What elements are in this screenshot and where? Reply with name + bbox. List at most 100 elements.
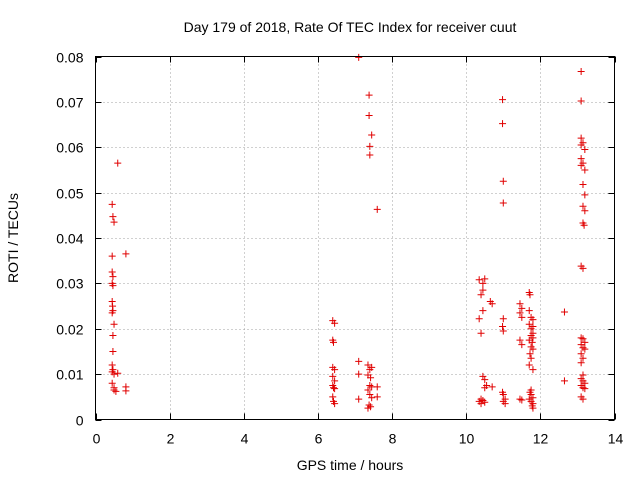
data-point	[579, 264, 587, 272]
data-point	[365, 401, 373, 409]
data-point	[367, 374, 375, 382]
data-point	[355, 395, 363, 403]
data-point	[329, 372, 337, 380]
data-point	[579, 354, 587, 362]
data-point	[109, 282, 117, 290]
data-point	[364, 386, 372, 394]
data-point	[579, 180, 587, 188]
x-tick-label: 6	[315, 431, 323, 447]
data-point	[529, 404, 537, 412]
data-point	[526, 350, 534, 358]
y-tick-label: 0.04	[56, 231, 83, 247]
data-point	[488, 300, 496, 308]
data-point	[355, 357, 363, 365]
data-point	[577, 334, 585, 342]
data-point	[499, 322, 507, 330]
data-points	[108, 53, 589, 412]
data-point	[110, 370, 118, 378]
y-tick-label: 0.06	[56, 140, 83, 156]
data-point	[329, 384, 337, 392]
data-point	[110, 218, 118, 226]
data-point	[579, 335, 587, 343]
x-tick-label: 2	[167, 431, 175, 447]
data-point	[526, 291, 534, 299]
data-point	[365, 111, 373, 119]
data-point	[581, 207, 589, 215]
data-point	[368, 131, 376, 139]
data-point	[373, 393, 381, 401]
data-point	[477, 291, 485, 299]
data-point	[481, 275, 489, 283]
data-point	[516, 300, 524, 308]
data-point	[525, 307, 533, 315]
data-point	[475, 315, 483, 323]
data-point	[499, 199, 507, 207]
x-tick-label: 8	[389, 431, 397, 447]
data-point	[477, 329, 485, 337]
data-point	[479, 396, 487, 404]
data-point	[331, 400, 339, 408]
x-tick-label: 10	[459, 431, 475, 447]
data-point	[112, 387, 120, 395]
data-point	[364, 361, 372, 369]
data-point	[368, 394, 376, 402]
data-point	[329, 393, 337, 401]
x-tick-label: 14	[608, 431, 624, 447]
data-point	[518, 304, 526, 312]
data-point	[499, 391, 507, 399]
data-point	[577, 97, 585, 105]
data-point	[579, 202, 587, 210]
data-point	[109, 273, 117, 281]
data-point	[122, 387, 130, 395]
y-tick-label: 0.07	[56, 95, 83, 111]
data-point	[577, 67, 585, 75]
data-point	[529, 345, 537, 353]
y-tick-labels: 0 0.01 0.02 0.03 0.04 0.05 0.06 0.07 0.08	[56, 50, 83, 429]
data-point	[366, 391, 374, 399]
data-point	[579, 395, 587, 403]
x-tick-label: 12	[533, 431, 549, 447]
data-point	[366, 151, 374, 159]
axis-ticks	[95, 56, 616, 421]
data-point	[518, 396, 526, 404]
data-point	[481, 376, 489, 384]
data-point	[499, 327, 507, 335]
y-tick-label: 0	[76, 413, 84, 429]
data-point	[516, 395, 524, 403]
data-point	[499, 315, 507, 323]
data-point	[499, 120, 507, 128]
data-point	[577, 359, 585, 367]
data-point	[527, 325, 535, 333]
data-point	[366, 366, 374, 374]
data-point	[110, 320, 118, 328]
x-tick-label: 4	[241, 431, 249, 447]
data-point	[479, 372, 487, 380]
data-point	[479, 307, 487, 315]
data-point	[529, 394, 537, 402]
data-point	[577, 350, 585, 358]
data-point	[114, 369, 122, 377]
data-point	[579, 371, 587, 379]
data-point	[108, 379, 116, 387]
data-point	[560, 377, 568, 385]
chart-title: Day 179 of 2018, Rate Of TEC Index for r…	[184, 19, 517, 35]
data-point	[581, 191, 589, 199]
data-point	[329, 338, 337, 346]
x-axis-label: GPS time / hours	[297, 457, 404, 473]
data-point	[365, 91, 373, 99]
data-point	[529, 316, 537, 324]
data-point	[580, 221, 588, 229]
data-point	[581, 338, 589, 346]
data-point	[373, 205, 381, 213]
data-point	[475, 276, 483, 284]
data-point	[331, 377, 339, 385]
data-point	[108, 252, 116, 260]
data-point	[479, 279, 487, 287]
data-point	[122, 250, 130, 258]
data-point	[581, 166, 589, 174]
data-point	[114, 159, 122, 167]
data-point	[488, 383, 496, 391]
data-point	[579, 344, 587, 352]
data-point	[529, 366, 537, 374]
